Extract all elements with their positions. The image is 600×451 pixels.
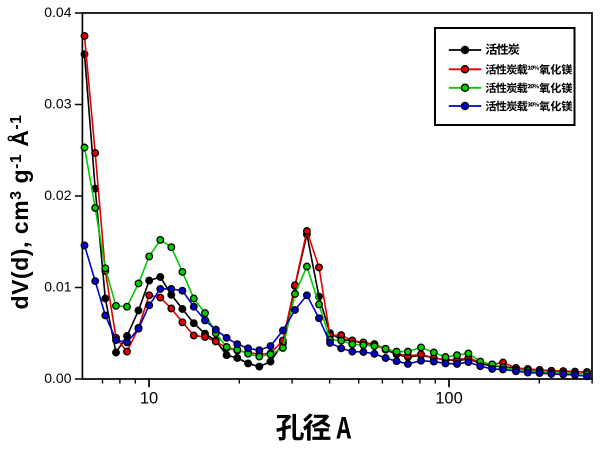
svg-text:10: 10 xyxy=(140,390,158,408)
svg-text:0.04: 0.04 xyxy=(44,4,71,20)
svg-text:100: 100 xyxy=(435,390,463,408)
svg-text:0.02: 0.02 xyxy=(44,187,71,203)
svg-text:dV(d), cm3 g-1 Å-1: dV(d), cm3 g-1 Å-1 xyxy=(6,114,33,309)
svg-text:0.01: 0.01 xyxy=(44,279,71,295)
svg-text:0.00: 0.00 xyxy=(44,370,71,386)
svg-text:0.03: 0.03 xyxy=(44,96,71,112)
